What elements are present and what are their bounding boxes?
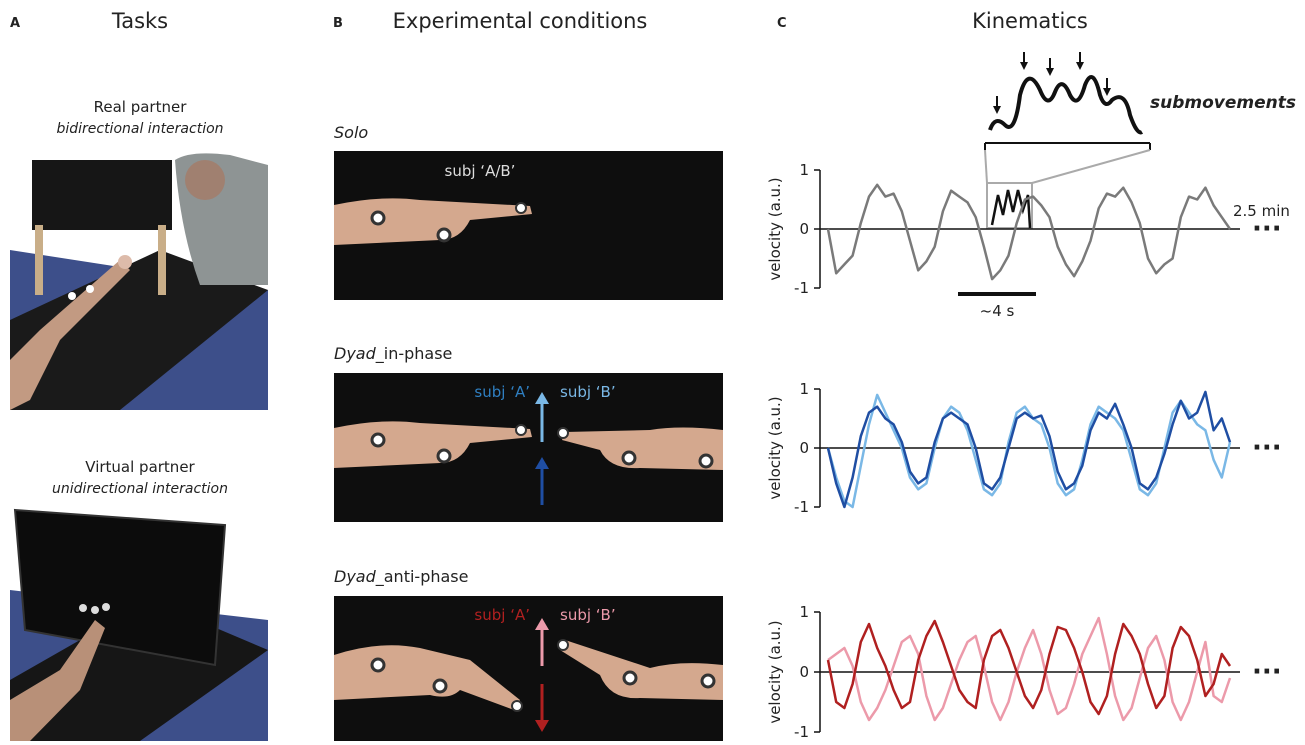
- photo-real-partner: [10, 153, 268, 410]
- condition-italic: Dyad: [334, 567, 377, 586]
- condition-rest: _in-phase: [375, 344, 453, 364]
- task-title: Real partner: [94, 98, 188, 116]
- task-subtitle: bidirectional interaction: [56, 121, 223, 137]
- y-tick-label: 1: [799, 603, 809, 621]
- condition-italic: Dyad: [334, 344, 377, 363]
- condition-label: Dyad_in-phase: [334, 344, 452, 364]
- panel-letter: A: [10, 16, 20, 31]
- y-tick-label: -1: [794, 498, 809, 516]
- task-subtitle: unidirectional interaction: [52, 481, 228, 497]
- panel-title: Experimental conditions: [393, 9, 648, 33]
- y-tick-label: 0: [799, 439, 809, 457]
- y-axis-label: velocity (a.u.): [766, 396, 784, 499]
- submovement-inset: [985, 52, 1150, 228]
- velocity-trace: [828, 185, 1230, 279]
- scale-bar-label: ~4 s: [980, 302, 1015, 320]
- y-tick-label: 1: [799, 380, 809, 398]
- y-tick-label: 1: [799, 161, 809, 179]
- y-tick-label: 0: [799, 220, 809, 238]
- velocity-trace: [828, 395, 1230, 507]
- panel-letter: C: [777, 16, 787, 31]
- task-title: Virtual partner: [85, 458, 195, 476]
- condition-label: Dyad_anti-phase: [334, 567, 468, 587]
- continuation: ···: [1252, 433, 1282, 463]
- velocity-trace: [828, 621, 1230, 714]
- panel-title: Kinematics: [972, 9, 1088, 33]
- subject-label: subj ‘A/B’: [445, 162, 516, 180]
- subject-label: subj ‘A’: [474, 383, 530, 401]
- figure: A Tasks Real partner bidirectional inter…: [0, 0, 1305, 741]
- y-axis-label: velocity (a.u.): [766, 177, 784, 280]
- continuation: ···: [1252, 214, 1282, 244]
- y-tick-label: 0: [799, 663, 809, 681]
- photo-solo: [334, 151, 723, 300]
- panel-title: Tasks: [111, 9, 168, 33]
- continuation: ···: [1252, 657, 1282, 687]
- subject-label: subj ‘A’: [474, 606, 530, 624]
- y-axis-label: velocity (a.u.): [766, 620, 784, 723]
- panel-letter: B: [333, 16, 343, 31]
- photo-virtual-partner: [10, 510, 268, 741]
- subject-label: subj ‘B’: [560, 383, 616, 401]
- condition-rest: _anti-phase: [375, 567, 469, 587]
- condition-italic: Solo: [334, 123, 368, 142]
- y-tick-label: -1: [794, 723, 809, 741]
- y-tick-label: -1: [794, 279, 809, 297]
- inset-label: submovements: [1150, 93, 1296, 113]
- velocity-trace: [828, 392, 1230, 507]
- condition-label: Solo: [334, 123, 368, 142]
- subject-label: subj ‘B’: [560, 606, 616, 624]
